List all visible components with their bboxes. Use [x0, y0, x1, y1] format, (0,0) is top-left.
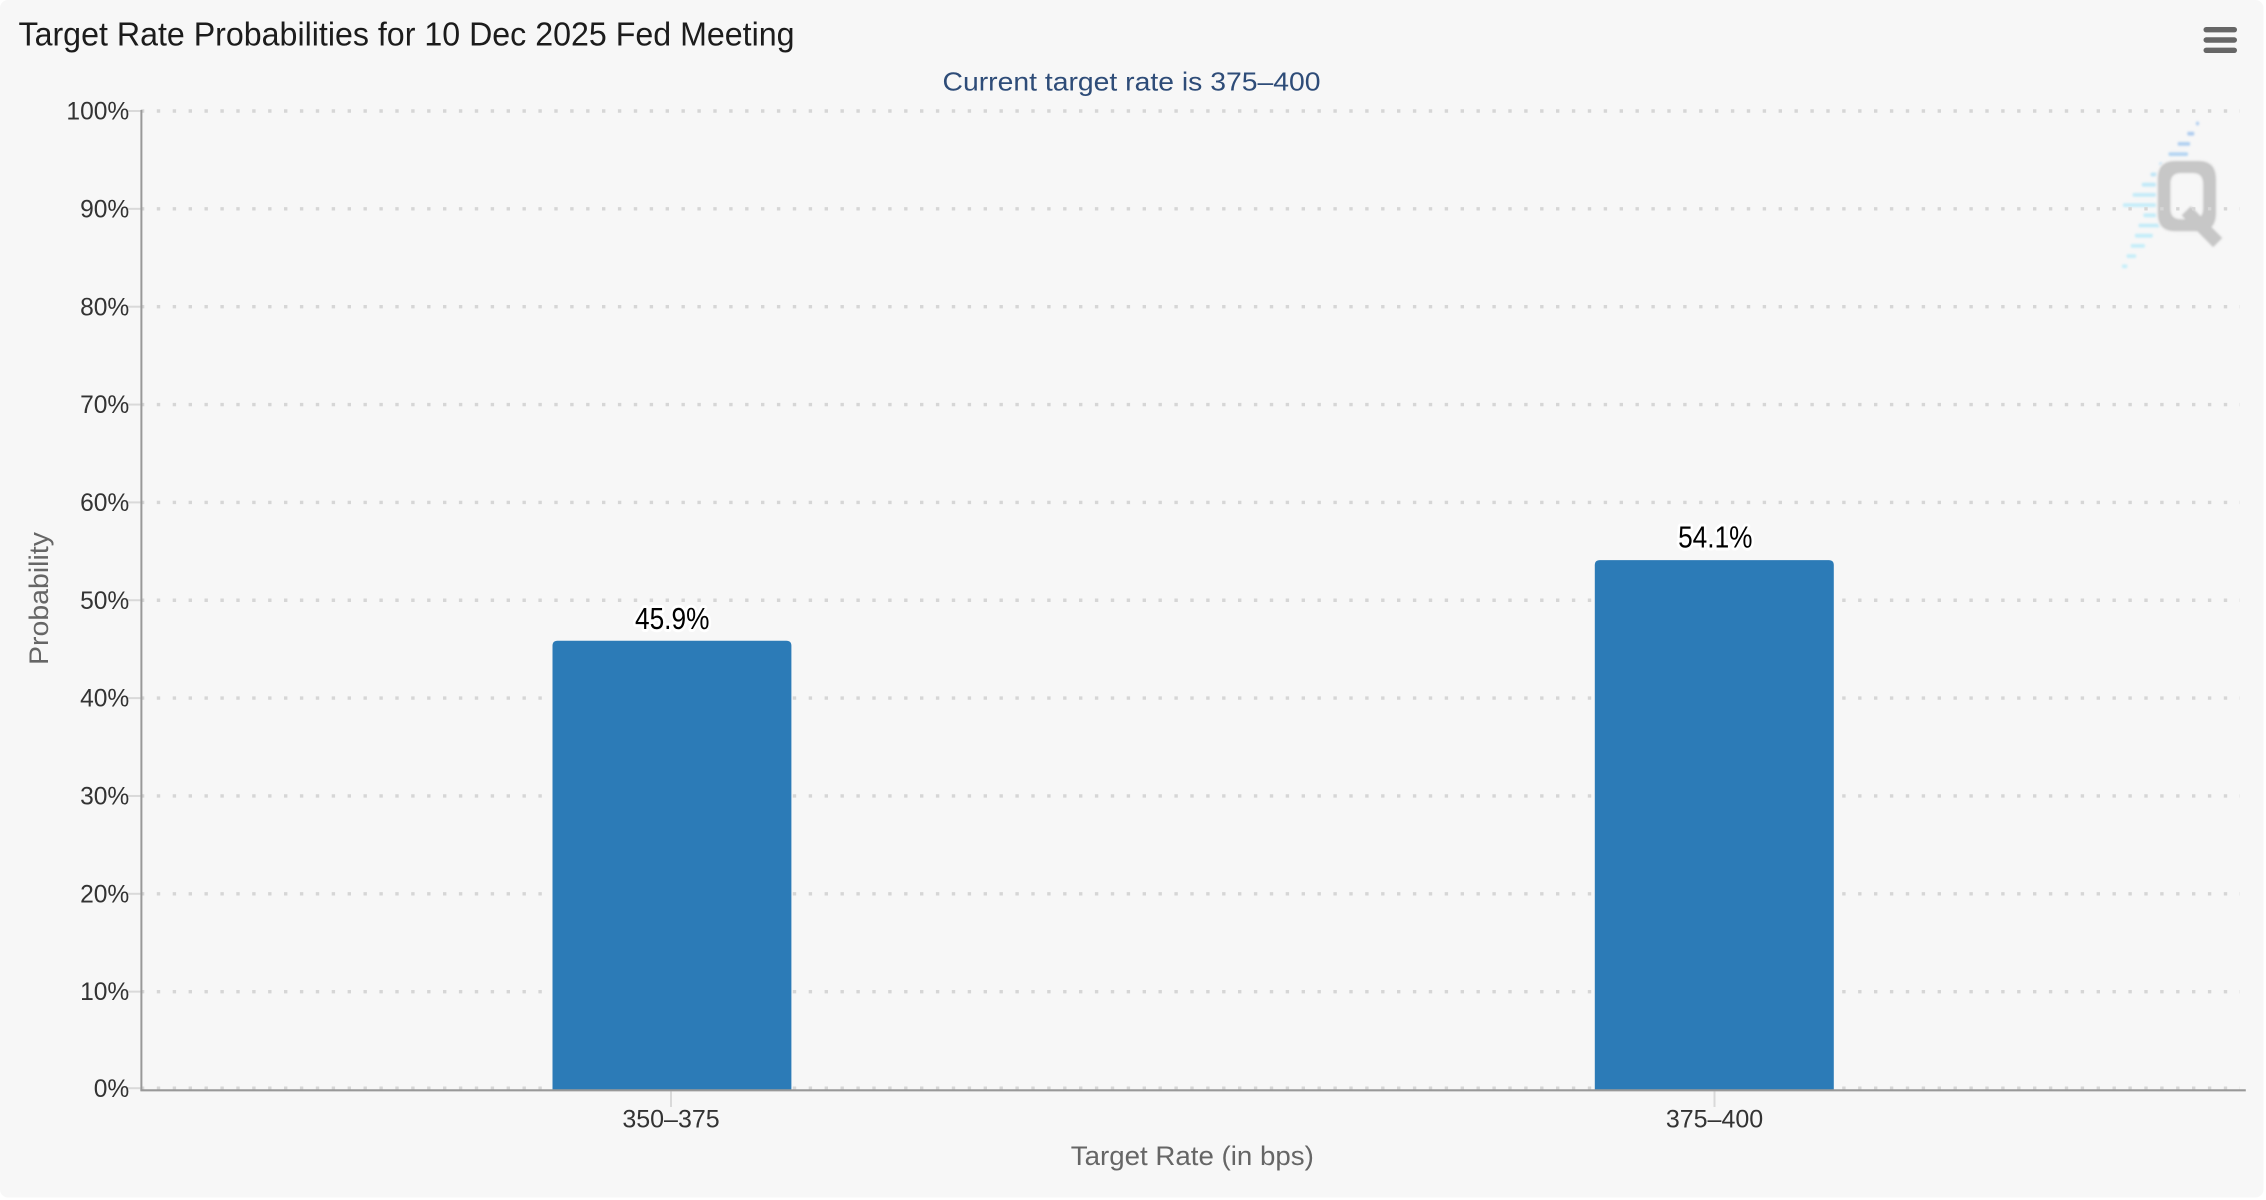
- svg-text:Probability: Probability: [24, 531, 54, 665]
- svg-text:60%: 60%: [80, 490, 129, 517]
- svg-text:20%: 20%: [80, 881, 129, 908]
- svg-text:30%: 30%: [80, 784, 129, 811]
- svg-text:375–400: 375–400: [1666, 1106, 1763, 1134]
- svg-text:Target Rate (in bps): Target Rate (in bps): [1071, 1141, 1314, 1171]
- svg-text:50%: 50%: [80, 588, 129, 615]
- svg-text:70%: 70%: [80, 392, 129, 419]
- svg-text:80%: 80%: [80, 294, 129, 321]
- svg-text:Target Rate Probabilities for: Target Rate Probabilities for 10 Dec 202…: [19, 15, 795, 52]
- svg-text:40%: 40%: [80, 686, 129, 713]
- svg-text:45.9%: 45.9%: [635, 602, 709, 636]
- svg-text:Current target rate is 375–400: Current target rate is 375–400: [943, 66, 1321, 96]
- svg-text:100%: 100%: [66, 99, 129, 126]
- svg-text:0%: 0%: [94, 1076, 130, 1103]
- svg-text:10%: 10%: [80, 979, 129, 1006]
- svg-text:54.1%: 54.1%: [1678, 521, 1752, 555]
- svg-text:90%: 90%: [80, 196, 129, 223]
- svg-text:350–375: 350–375: [622, 1106, 719, 1134]
